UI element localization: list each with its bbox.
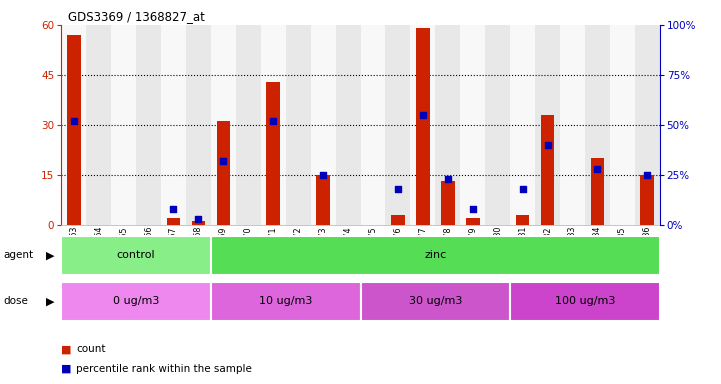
Bar — [261, 25, 286, 225]
Point — [317, 172, 329, 178]
Bar — [87, 25, 111, 225]
Bar — [510, 25, 535, 225]
Bar — [61, 282, 211, 321]
Point — [193, 215, 204, 222]
Bar — [167, 218, 180, 225]
Text: 100 ug/m3: 100 ug/m3 — [554, 296, 615, 306]
Bar — [466, 218, 479, 225]
Bar — [441, 181, 455, 225]
Bar — [61, 25, 87, 225]
Bar — [360, 25, 386, 225]
Bar — [640, 175, 654, 225]
Bar — [590, 158, 604, 225]
Bar — [516, 215, 529, 225]
Bar — [317, 175, 330, 225]
Bar — [211, 282, 360, 321]
Bar — [416, 28, 430, 225]
Point — [392, 185, 404, 192]
Point — [68, 118, 79, 124]
Bar — [67, 35, 81, 225]
Text: 30 ug/m3: 30 ug/m3 — [409, 296, 462, 306]
Text: count: count — [76, 344, 106, 354]
Bar — [61, 236, 211, 275]
Bar — [216, 121, 230, 225]
Bar — [510, 282, 660, 321]
Text: 0 ug/m3: 0 ug/m3 — [113, 296, 159, 306]
Point — [218, 158, 229, 164]
Bar — [634, 25, 660, 225]
Bar — [435, 25, 460, 225]
Point — [168, 205, 180, 212]
Text: GDS3369 / 1368827_at: GDS3369 / 1368827_at — [68, 10, 205, 23]
Bar — [410, 25, 435, 225]
Point — [267, 118, 279, 124]
Bar — [192, 221, 205, 225]
Text: 10 ug/m3: 10 ug/m3 — [259, 296, 312, 306]
Bar — [211, 236, 660, 275]
Bar — [161, 25, 186, 225]
Bar — [585, 25, 610, 225]
Bar — [535, 25, 560, 225]
Bar — [236, 25, 261, 225]
Text: dose: dose — [4, 296, 29, 306]
Text: zinc: zinc — [424, 250, 446, 260]
Bar — [485, 25, 510, 225]
Bar — [386, 25, 410, 225]
Bar — [136, 25, 161, 225]
Text: ■: ■ — [61, 344, 72, 354]
Bar — [111, 25, 136, 225]
Bar — [391, 215, 404, 225]
Bar — [360, 282, 510, 321]
Point — [592, 166, 603, 172]
Text: ▶: ▶ — [45, 250, 54, 260]
Text: ▶: ▶ — [45, 296, 54, 306]
Point — [467, 205, 479, 212]
Point — [642, 172, 653, 178]
Point — [541, 142, 553, 148]
Bar — [266, 81, 280, 225]
Point — [442, 175, 454, 182]
Text: agent: agent — [4, 250, 34, 260]
Text: percentile rank within the sample: percentile rank within the sample — [76, 364, 252, 374]
Text: ■: ■ — [61, 364, 72, 374]
Bar — [186, 25, 211, 225]
Bar — [286, 25, 311, 225]
Bar — [335, 25, 360, 225]
Bar — [560, 25, 585, 225]
Point — [417, 112, 428, 118]
Bar — [211, 25, 236, 225]
Bar — [610, 25, 634, 225]
Text: control: control — [117, 250, 156, 260]
Bar — [541, 115, 554, 225]
Point — [517, 185, 528, 192]
Bar — [460, 25, 485, 225]
Bar — [311, 25, 335, 225]
